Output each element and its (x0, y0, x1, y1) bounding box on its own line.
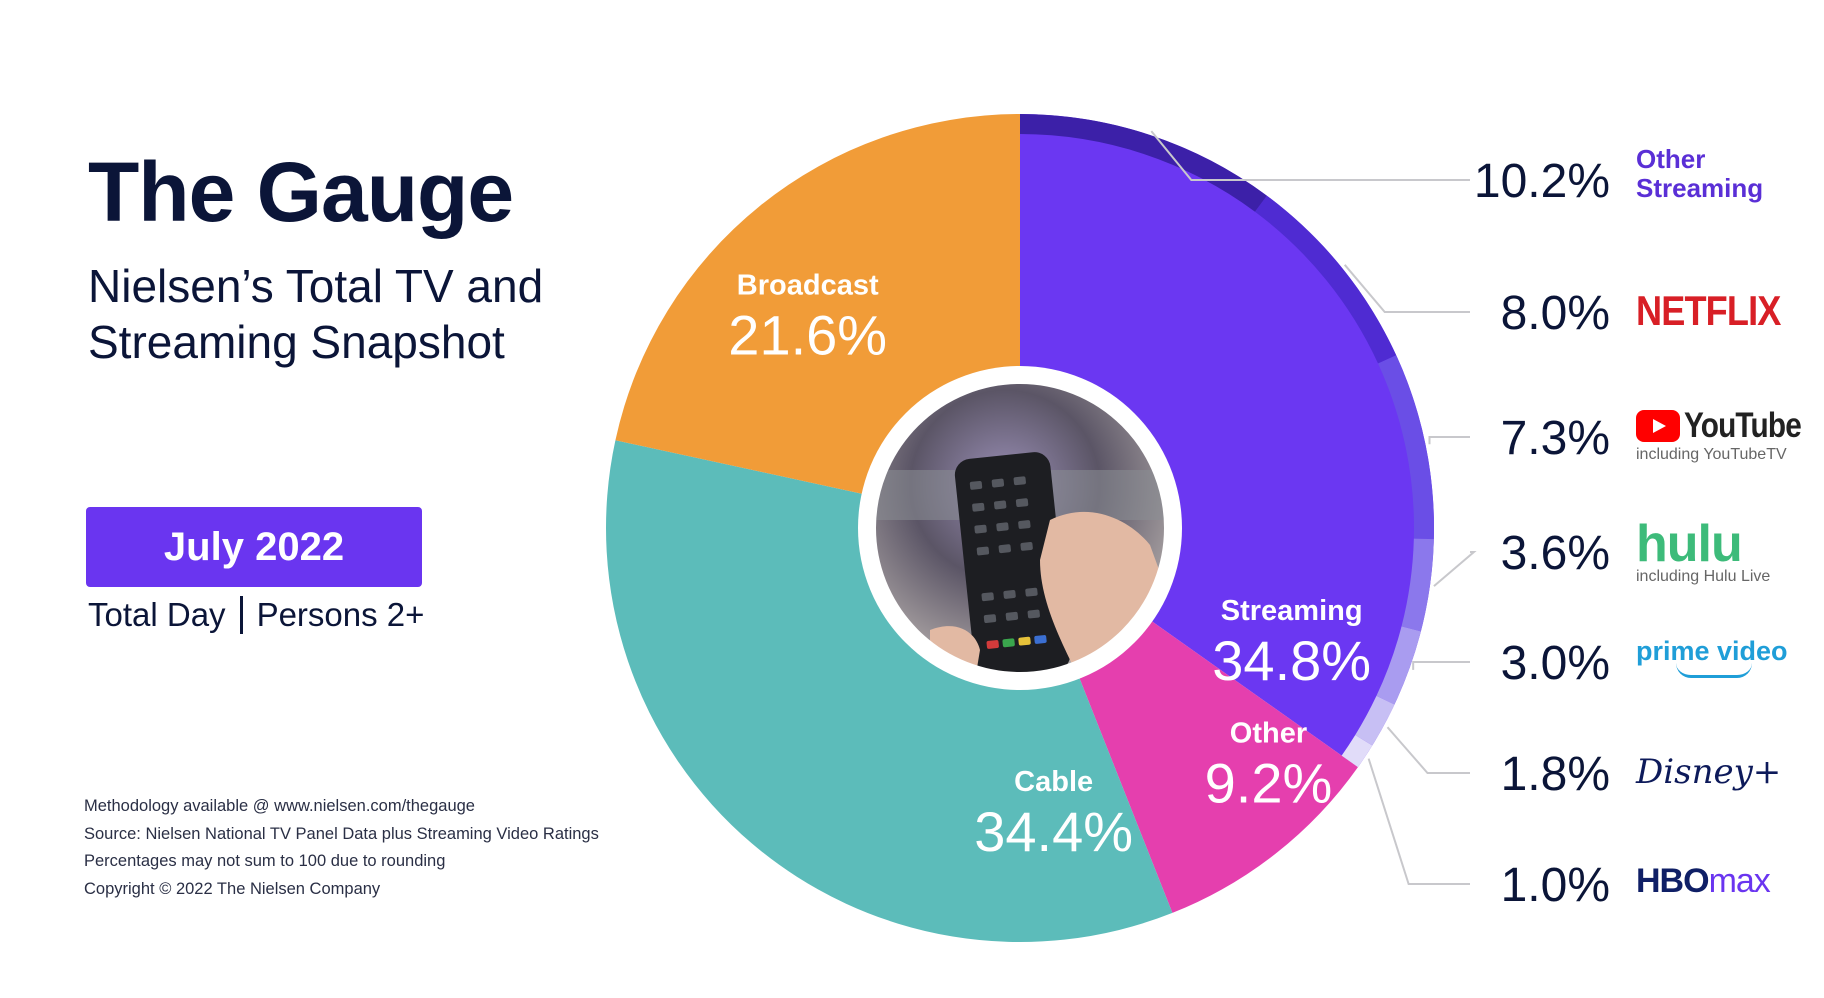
slice-broadcast (615, 114, 1020, 495)
brand-other-streaming-line1: Other (1636, 144, 1706, 174)
slice-other (1078, 620, 1358, 913)
prime-video-logo: prime video (1636, 636, 1788, 678)
band-segment-2 (1254, 195, 1397, 364)
connector-line (1386, 726, 1470, 774)
slice-label-broadcast: Broadcast (737, 269, 879, 301)
youtube-wordmark: YouTube (1684, 406, 1802, 445)
footnote-source: Source: Nielsen National TV Panel Data p… (84, 824, 599, 843)
center-photo (858, 366, 1182, 690)
breakdown-value: 8.0% (1501, 287, 1610, 340)
hulu-logo: hulu (1636, 515, 1743, 573)
footnotes: Methodology available @ www.nielsen.com/… (84, 793, 599, 903)
breakdown-value: 7.3% (1501, 412, 1610, 465)
band-segment-6 (1355, 695, 1395, 746)
brand-other-streaming-line2: Streaming (1636, 173, 1764, 203)
page-subtitle: Nielsen’s Total TV and Streaming Snapsho… (88, 258, 648, 370)
connector-line (1433, 551, 1477, 587)
breakdown-value: 1.0% (1501, 859, 1610, 912)
daypart-label: Total Day (88, 596, 226, 633)
slice-value-streaming: 34.8% (1212, 629, 1371, 692)
band-segment-1 (1020, 114, 1267, 212)
connector-line (1428, 436, 1470, 445)
footnote-methodology: Methodology available @ www.nielsen.com/… (84, 797, 475, 815)
brand-youtube: YouTube including YouTubeTV (1636, 406, 1822, 464)
youtube-subtext: including YouTubeTV (1636, 446, 1787, 463)
prime-video-wordmark: prime video (1636, 636, 1788, 666)
breakdown-value: 1.8% (1501, 748, 1610, 801)
period-button[interactable]: July 2022 (86, 507, 422, 587)
connector-line (1343, 264, 1470, 313)
connector-line (1412, 661, 1470, 670)
band-segment-4 (1401, 538, 1434, 632)
connector-line (1150, 130, 1470, 181)
slice-value-other: 9.2% (1205, 751, 1333, 814)
max-wordmark: max (1708, 862, 1771, 900)
slice-value-cable: 34.4% (974, 800, 1133, 863)
slice-label-cable: Cable (1014, 766, 1093, 798)
hbo-max-logo: HBOmax (1636, 862, 1771, 901)
footnote-rounding: Percentages may not sum to 100 due to ro… (84, 852, 446, 870)
slice-cable (606, 440, 1173, 943)
prime-smile-icon (1676, 663, 1752, 678)
period-meta: Total Day Persons 2+ (88, 596, 424, 634)
breakdown-value: 3.6% (1501, 527, 1610, 580)
audience-label: Persons 2+ (256, 596, 425, 633)
youtube-logo: YouTube (1636, 406, 1822, 446)
connector-line (1367, 758, 1470, 885)
slice-value-broadcast: 21.6% (728, 303, 887, 366)
breakdown-value: 10.2% (1474, 155, 1610, 208)
breakdown-value: 3.0% (1501, 637, 1610, 690)
youtube-play-icon (1636, 410, 1680, 442)
band-segment-7 (1341, 734, 1373, 768)
footnote-copyright: Copyright © 2022 The Nielsen Company (84, 879, 381, 898)
brand-hulu: hulu including Hulu Live (1636, 515, 1771, 586)
hulu-subtext: including Hulu Live (1636, 568, 1771, 585)
disney-plus-logo: Disney+ (1636, 752, 1782, 792)
netflix-logo: NETFLIX (1636, 287, 1781, 334)
slice-label-other: Other (1230, 717, 1307, 749)
band-segment-5 (1376, 626, 1421, 705)
page-title: The Gauge (88, 145, 514, 239)
band-segment-3 (1378, 355, 1434, 540)
slice-label-streaming: Streaming (1221, 595, 1363, 627)
hbo-wordmark: HBO (1636, 862, 1710, 900)
subtitle-line-2: Streaming Snapshot (88, 316, 505, 368)
divider (239, 596, 243, 634)
brand-other-streaming: Other Streaming (1636, 145, 1763, 203)
subtitle-line-1: Nielsen’s Total TV and (88, 260, 544, 312)
